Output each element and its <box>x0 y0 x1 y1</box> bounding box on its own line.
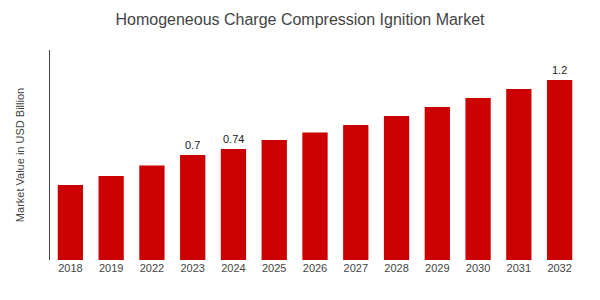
svg-text:2024: 2024 <box>221 262 245 274</box>
svg-text:2032: 2032 <box>547 262 571 274</box>
svg-text:2023: 2023 <box>180 262 204 274</box>
svg-text:2027: 2027 <box>344 262 368 274</box>
svg-text:Market Value in USD Billion: Market Value in USD Billion <box>14 88 26 222</box>
svg-text:1.2: 1.2 <box>552 64 567 76</box>
svg-text:2028: 2028 <box>384 262 408 274</box>
svg-text:2026: 2026 <box>303 262 327 274</box>
svg-text:2029: 2029 <box>425 262 449 274</box>
svg-text:2030: 2030 <box>466 262 490 274</box>
svg-text:2018: 2018 <box>58 262 82 274</box>
svg-text:2019: 2019 <box>99 262 123 274</box>
svg-text:2022: 2022 <box>140 262 164 274</box>
svg-text:Homogeneous Charge Compression: Homogeneous Charge Compression Ignition … <box>115 11 485 28</box>
svg-text:2031: 2031 <box>507 262 531 274</box>
svg-text:0.7: 0.7 <box>185 139 200 151</box>
svg-text:0.74: 0.74 <box>223 133 244 145</box>
svg-text:2025: 2025 <box>262 262 286 274</box>
